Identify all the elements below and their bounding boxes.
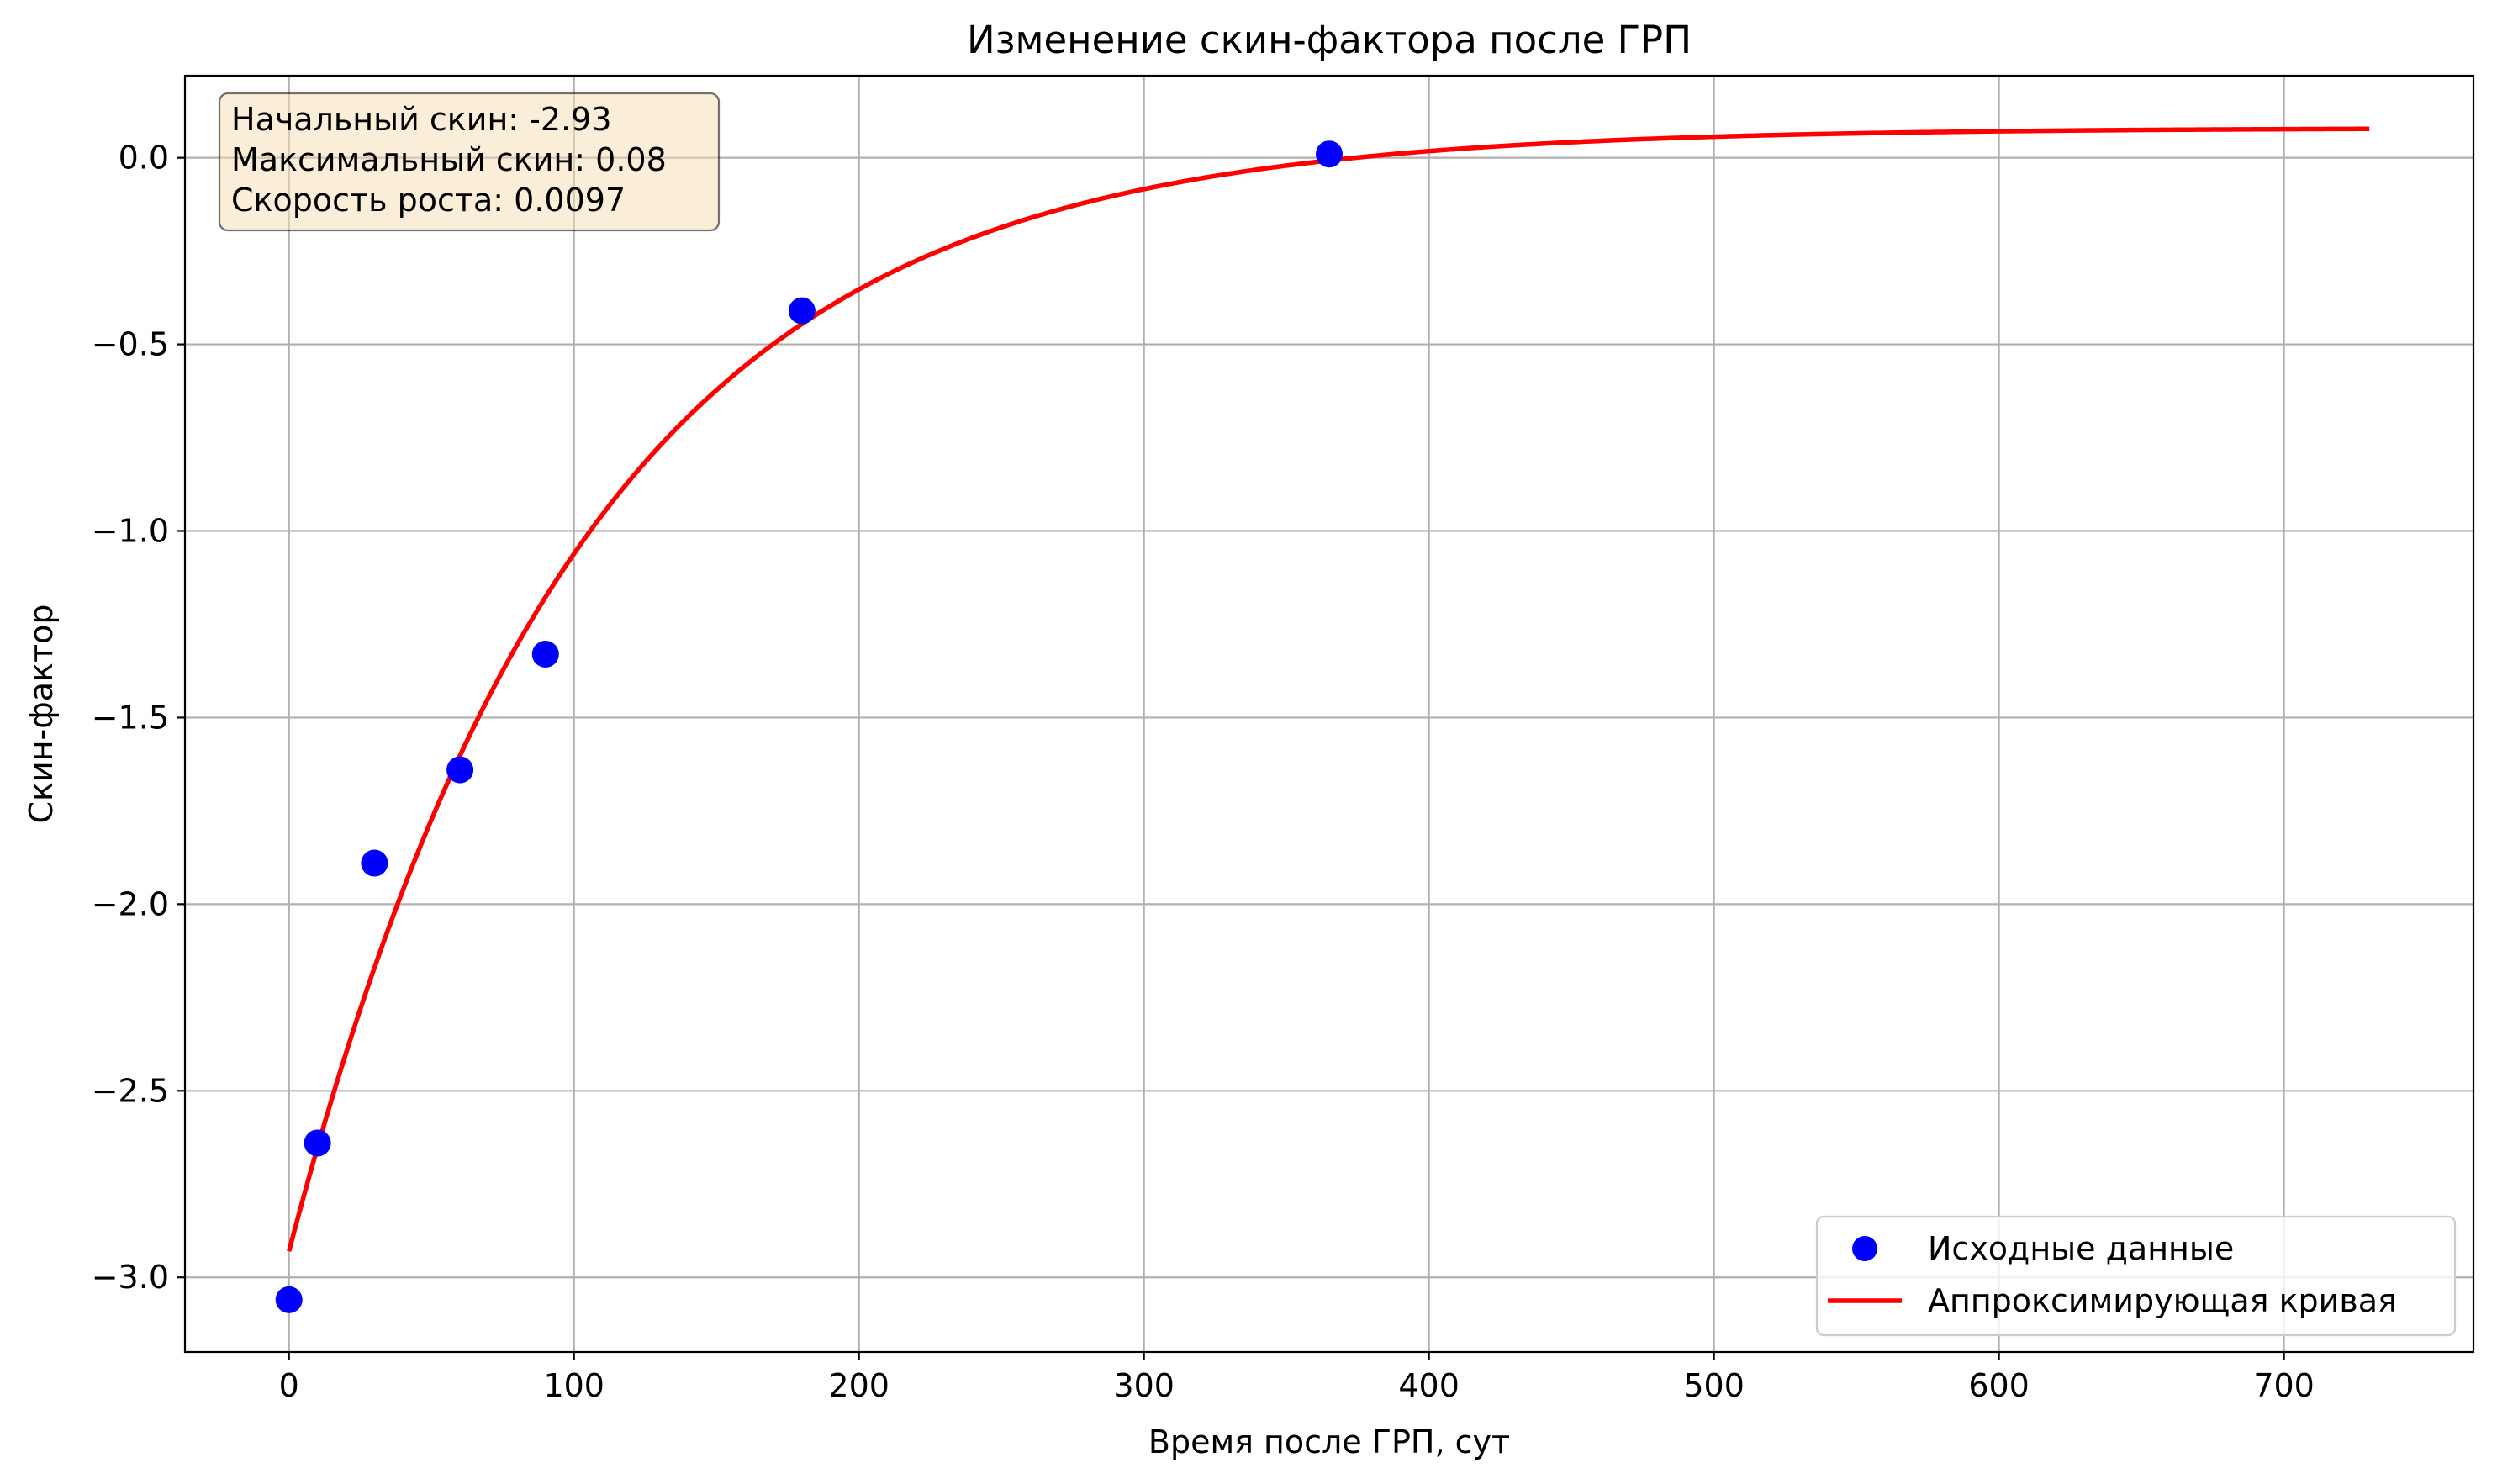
info-initial-skin: Начальный скин: -2.93 <box>231 101 612 138</box>
chart-title: Изменение скин-фактора после ГРП <box>967 18 1692 62</box>
y-tick-label: −0.5 <box>92 326 169 363</box>
y-tick-label: −2.0 <box>92 885 169 922</box>
data-point <box>531 640 559 668</box>
plot-area-frame <box>183 74 2475 1354</box>
y-axis: 0.0 −0.5 −1.0 −1.5 −2.0 −2.5 −3.0 <box>92 140 185 1296</box>
data-point <box>275 1286 303 1313</box>
info-growth-rate: Скорость роста: 0.0097 <box>231 182 626 219</box>
legend-marker-data <box>1852 1236 1877 1261</box>
y-tick-label: −3.0 <box>92 1259 169 1296</box>
y-tick-label: −1.5 <box>92 699 169 736</box>
x-tick-label: 100 <box>543 1367 604 1404</box>
info-box-background <box>218 92 721 232</box>
legend-frame <box>1815 1215 2457 1337</box>
x-tick-label: 600 <box>1968 1367 2030 1404</box>
x-tick-label: 200 <box>828 1367 890 1404</box>
data-point <box>446 756 474 784</box>
info-max-skin: Максимальный скин: 0.08 <box>231 141 667 178</box>
y-tick-label: −2.5 <box>92 1072 169 1109</box>
data-point <box>1316 140 1343 168</box>
data-point <box>304 1129 331 1157</box>
x-axis-title: Время после ГРП, сут <box>1148 1423 1510 1460</box>
x-tick-label: 0 <box>279 1367 299 1404</box>
legend: Исходные данные Аппроксимирующая кривая <box>1815 1215 2457 1337</box>
y-tick-label: −1.0 <box>92 513 169 550</box>
x-tick-label: 500 <box>1683 1367 1745 1404</box>
data-point <box>788 297 816 325</box>
x-tick-label: 400 <box>1398 1367 1460 1404</box>
y-axis-title: Скин-фактор <box>23 605 60 824</box>
x-tick-label: 300 <box>1113 1367 1175 1404</box>
x-tick-label: 700 <box>2253 1367 2315 1404</box>
legend-label-fit: Аппроксимирующая кривая <box>1928 1282 2397 1319</box>
x-axis: 0 100 200 300 400 500 600 700 <box>279 1352 2315 1404</box>
data-point <box>361 849 388 877</box>
data-points <box>275 140 1343 1313</box>
legend-label-data: Исходные данные <box>1928 1230 2234 1267</box>
y-tick-label: 0.0 <box>119 140 169 177</box>
info-box: Начальный скин: -2.93 Максимальный скин:… <box>218 92 721 232</box>
